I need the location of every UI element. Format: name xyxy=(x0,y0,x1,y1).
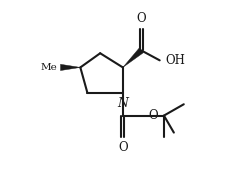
Polygon shape xyxy=(123,48,143,67)
Text: O: O xyxy=(136,12,146,25)
Text: N: N xyxy=(117,97,128,110)
Text: O: O xyxy=(118,141,128,154)
Text: O: O xyxy=(148,109,158,122)
Text: OH: OH xyxy=(165,54,185,67)
Polygon shape xyxy=(61,64,80,70)
Text: Me: Me xyxy=(41,63,58,72)
